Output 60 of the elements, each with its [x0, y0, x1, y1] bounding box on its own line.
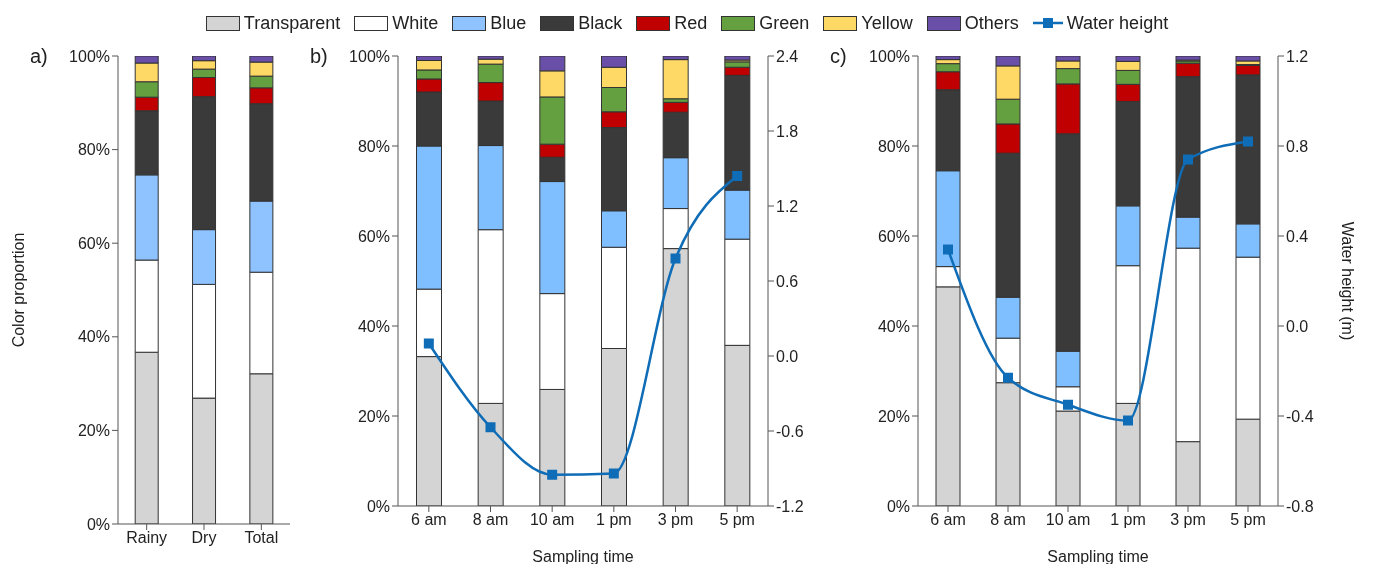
y-tick-label: 0%	[886, 497, 910, 515]
y-tick-label: 80%	[877, 137, 910, 155]
y-tick-label: 0%	[366, 497, 390, 515]
y2-tick-label: 0.0	[776, 347, 799, 365]
legend-label: Black	[578, 12, 623, 34]
chart-title: c)	[830, 45, 847, 68]
y-tick-label: 60%	[77, 234, 110, 252]
y-tick-label: 20%	[77, 422, 110, 440]
y-tick-label: 60%	[877, 227, 910, 245]
x-tick-label: 6 am	[411, 511, 447, 529]
x-tick-label: 3 pm	[657, 511, 694, 529]
chart-title: a)	[30, 45, 48, 68]
y2-tick-label: 0.8	[1286, 137, 1309, 155]
legend-label: Transparent	[243, 12, 341, 34]
y-tick-label: 0%	[86, 515, 110, 533]
y-tick-label: 80%	[357, 137, 390, 155]
x-tick-label: 1 pm	[596, 511, 632, 529]
y2-axis-title: Water height (m)	[1339, 221, 1357, 341]
x-tick-label: Dry	[191, 529, 217, 547]
x-tick-label: 8 am	[990, 511, 1026, 529]
x-tick-label: Rainy	[126, 529, 168, 547]
legend-label: Red	[674, 12, 708, 34]
y-tick-label: 20%	[877, 407, 910, 425]
x-tick-label: 8 am	[472, 511, 509, 529]
x-tick-label: 1 pm	[1110, 511, 1146, 529]
y2-tick-label: 1.8	[776, 122, 799, 140]
y2-tick-label: 1.2	[1286, 47, 1309, 65]
legend-label: White	[392, 12, 439, 34]
y-axis-title: Color proportion	[9, 232, 27, 348]
x-tick-label: 10 am	[529, 511, 575, 529]
y-tick-label: 100%	[869, 47, 910, 65]
y-tick-label: 80%	[77, 141, 110, 159]
x-tick-label: 5 pm	[719, 511, 755, 529]
legend-label: Yellow	[861, 12, 913, 34]
x-tick-label: 10 am	[1045, 511, 1091, 529]
y-tick-label: 40%	[77, 328, 110, 346]
y-tick-label: 40%	[877, 317, 910, 335]
y2-tick-label: -1.2	[776, 497, 804, 515]
legend-label: Others	[964, 12, 1019, 34]
y2-tick-label: -0.8	[1286, 497, 1314, 515]
y2-tick-label: 0.4	[1286, 227, 1309, 245]
y2-tick-label: 0.0	[1286, 317, 1309, 335]
x-tick-label: Total	[244, 529, 279, 547]
y2-tick-label: -0.6	[776, 422, 804, 440]
legend-label: Green	[759, 12, 810, 34]
y-tick-label: 20%	[357, 407, 390, 425]
legend-label: Blue	[490, 12, 527, 34]
x-tick-label: 6 am	[930, 511, 966, 529]
y-tick-label: 40%	[357, 317, 390, 335]
x-tick-label: 3 pm	[1170, 511, 1206, 529]
y-tick-label: 60%	[357, 227, 390, 245]
chart-title: b)	[310, 45, 328, 68]
y2-tick-label: -0.4	[1286, 407, 1314, 425]
y2-tick-label: 1.2	[776, 197, 799, 215]
y2-tick-label: 2.4	[776, 47, 799, 65]
legend-label: Water height	[1066, 12, 1169, 34]
y2-tick-label: 0.6	[776, 272, 799, 290]
x-tick-label: 5 pm	[1230, 511, 1266, 529]
y-tick-label: 100%	[349, 47, 390, 65]
y-tick-label: 100%	[69, 47, 110, 65]
